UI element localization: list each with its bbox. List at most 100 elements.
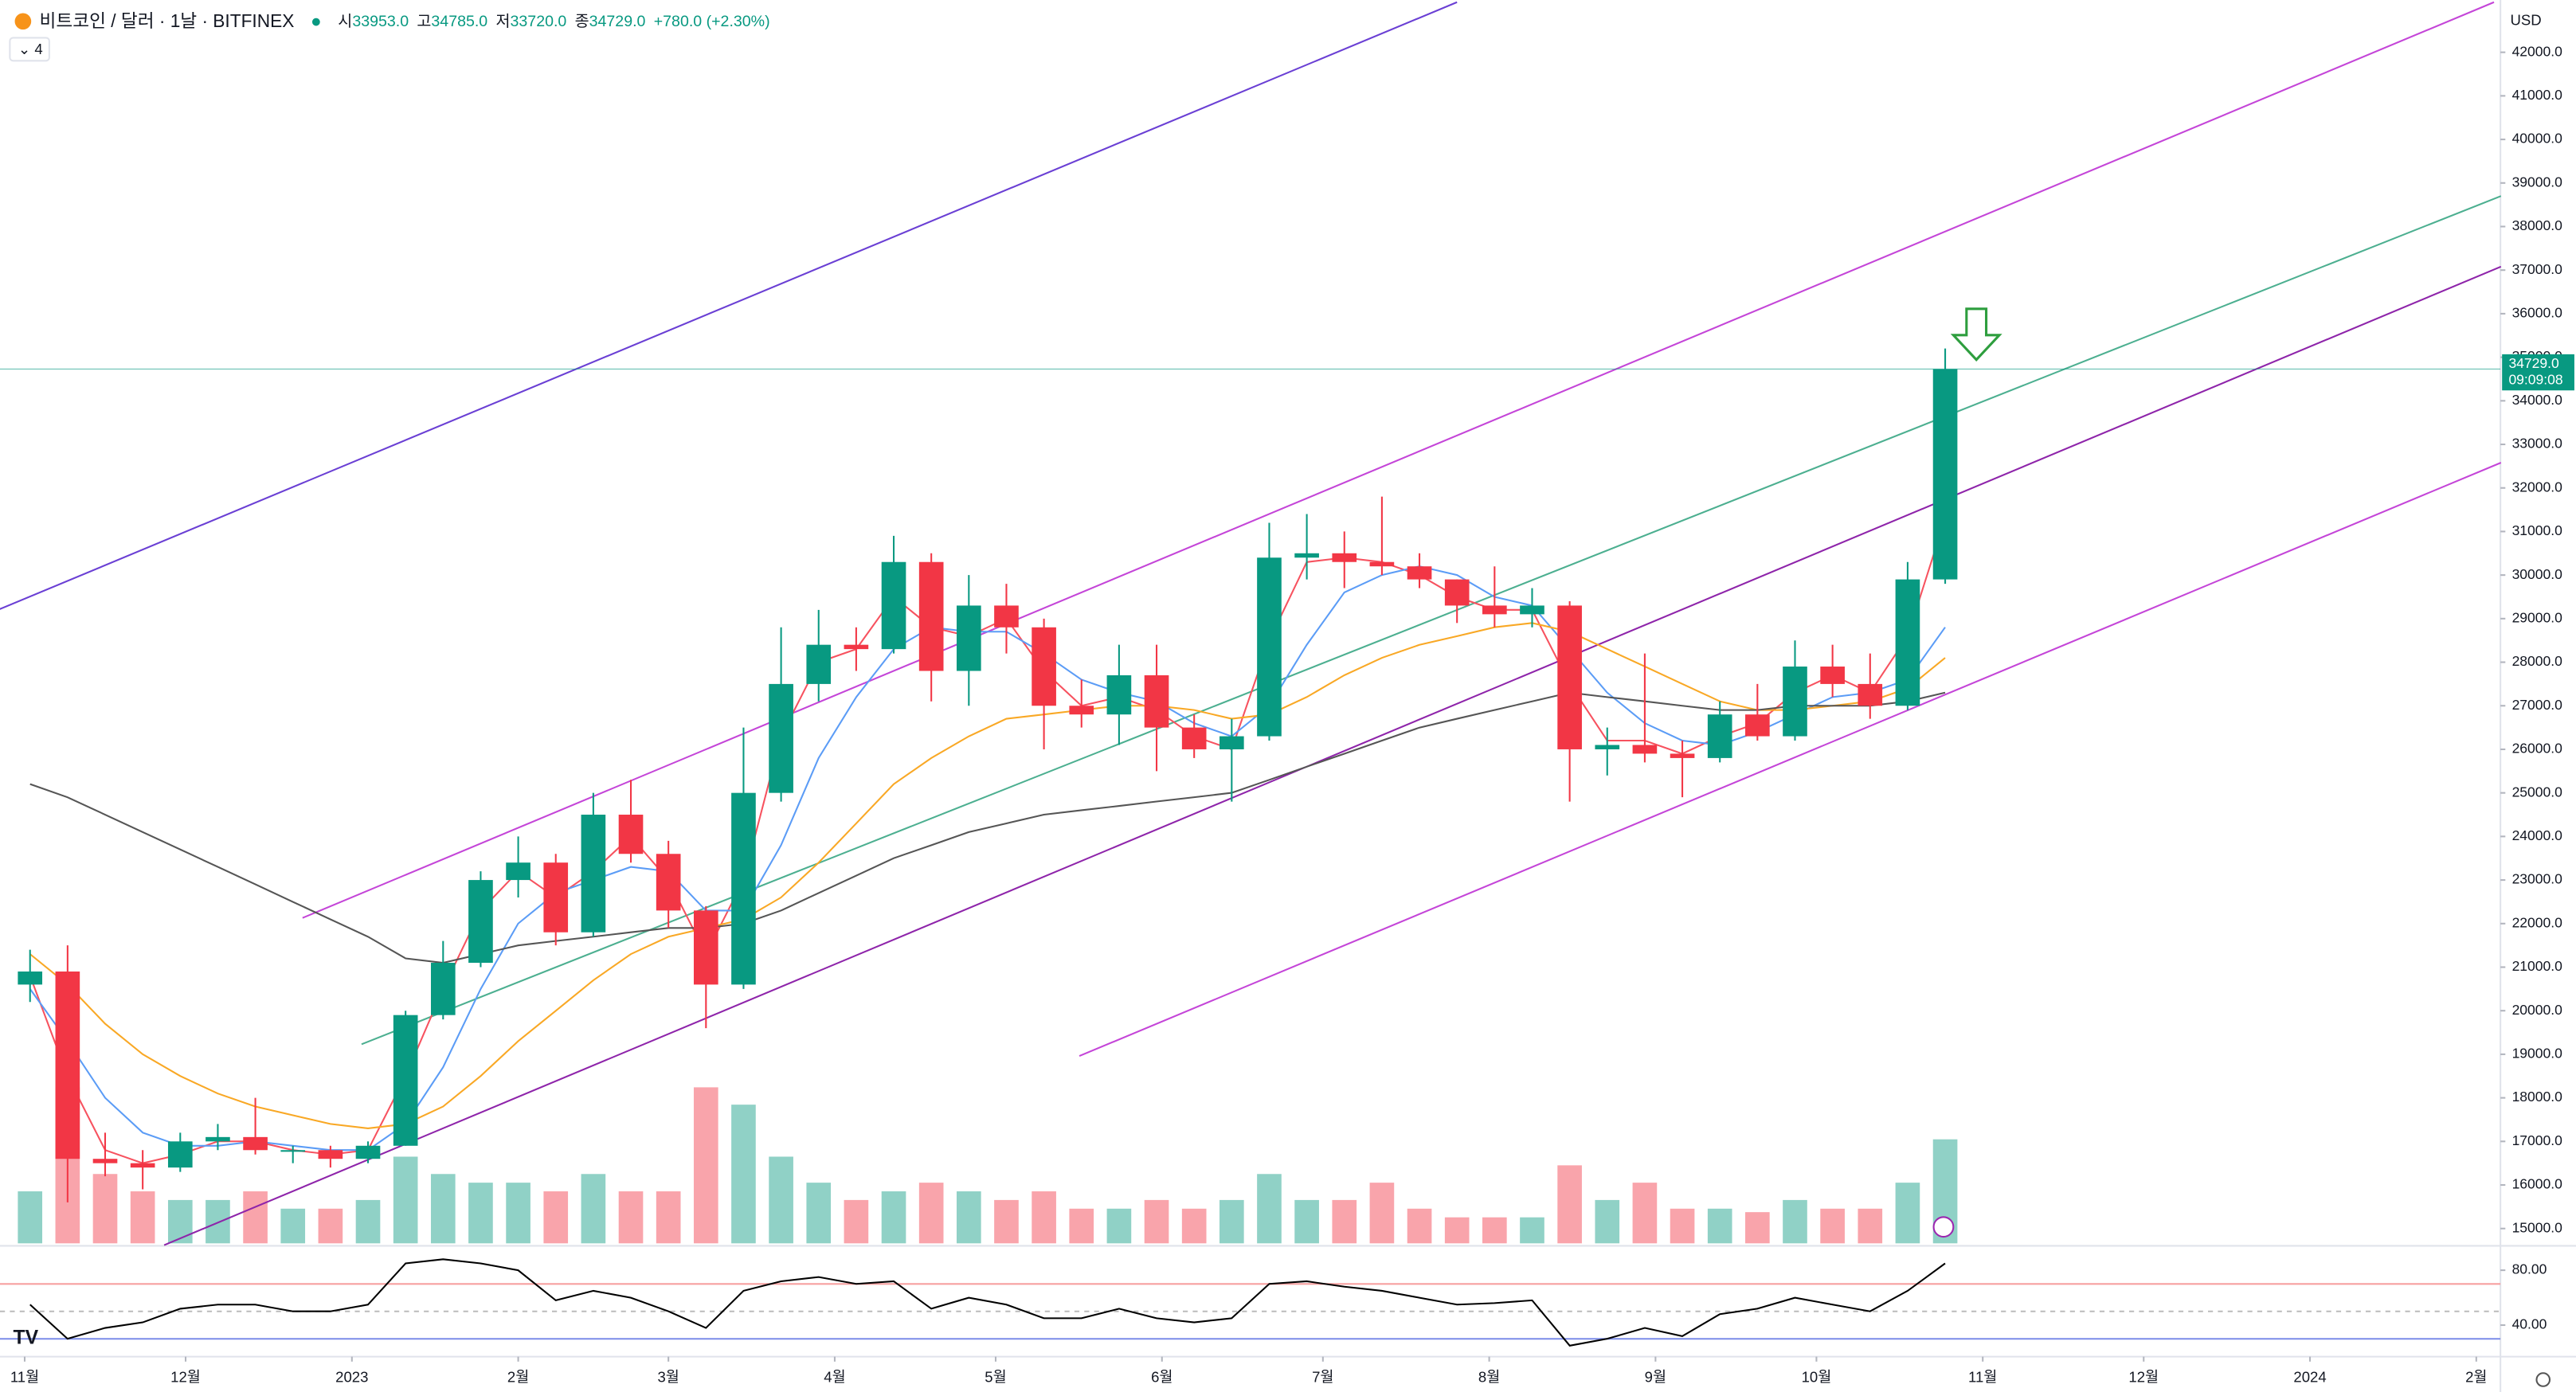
candle-body [1783, 667, 1807, 737]
volume-bar [318, 1208, 343, 1244]
volume-bar [1069, 1208, 1094, 1244]
candle-body [806, 644, 832, 684]
volume-bar [167, 1199, 193, 1244]
ohlc-label: 시 [338, 13, 352, 30]
indicator-count[interactable]: 4 [34, 41, 42, 57]
candle-body [1444, 579, 1470, 606]
volume-bar [1181, 1208, 1207, 1244]
x-tick-label: 10월 [1802, 1368, 1832, 1385]
y-tick-label: 34000.0 [2512, 392, 2563, 408]
volume-bar [1595, 1199, 1620, 1244]
candle-body [1332, 553, 1357, 562]
moving-average [29, 691, 1946, 964]
volume-bar [543, 1191, 569, 1244]
candle-body [656, 854, 681, 911]
volume-bar [881, 1191, 906, 1244]
candle-body [206, 1136, 230, 1142]
y-tick-label: 18000.0 [2512, 1089, 2563, 1105]
coin-icon [14, 13, 32, 30]
candle-body [1557, 605, 1582, 749]
moving-average [29, 565, 1946, 1152]
currency[interactable]: USD [2511, 12, 2542, 29]
candle-body [243, 1136, 268, 1151]
logo: TV [14, 1327, 39, 1348]
candle-body [1369, 561, 1395, 567]
candle-body [55, 971, 80, 1159]
x-tick-label: 11월 [1968, 1368, 1997, 1385]
y-tick-label: 15000.0 [2512, 1219, 2563, 1235]
candle-body [1407, 566, 1432, 580]
moving-average [29, 622, 1946, 1129]
trend-line [302, 1, 2495, 919]
last-price-label: 34729.0 [2508, 355, 2559, 371]
x-tick-label: 3월 [657, 1368, 679, 1385]
moving-average [29, 518, 1946, 1164]
volume-bar [806, 1183, 832, 1244]
x-tick-label: 2024 [2293, 1368, 2326, 1385]
volume-bar [844, 1199, 869, 1244]
trend-line [163, 265, 2502, 1246]
candle-body [1181, 727, 1207, 749]
last-price-badge [2502, 354, 2574, 391]
y-tick-label: 27000.0 [2512, 697, 2563, 713]
volume-bar [92, 1174, 118, 1244]
x-tick-label: 12월 [170, 1368, 201, 1385]
x-tick-label: 2월 [2465, 1368, 2487, 1385]
y-tick-label: 22000.0 [2512, 914, 2563, 930]
x-tick-label: 5월 [985, 1368, 1006, 1385]
ohlc-label: 종 [575, 13, 589, 30]
candle-body [918, 561, 944, 671]
candle-body [1820, 667, 1845, 684]
volume-bar [130, 1191, 155, 1244]
candle-body [581, 815, 606, 933]
candle-body [1482, 605, 1507, 615]
volume-bar [243, 1191, 268, 1244]
x-tick-label: 2023 [335, 1368, 368, 1385]
symbol-title: 비트코인 / 달러 · 1날 · BITFINEX [40, 10, 295, 31]
candle-body [543, 862, 569, 933]
candle-body [130, 1163, 155, 1168]
candle-body [1858, 683, 1883, 706]
ohlc-label: 고 [417, 13, 431, 30]
candle-body [956, 605, 981, 671]
volume-bar [956, 1191, 981, 1244]
volume-bar [918, 1183, 944, 1244]
indicator-toggle[interactable] [9, 37, 50, 62]
candle-body [881, 561, 906, 650]
candle-body [1106, 674, 1132, 715]
volume-bar [280, 1208, 306, 1244]
candle-body [167, 1141, 193, 1168]
candle-body [1257, 557, 1282, 737]
indicator-toggle-label[interactable]: ⌄ 4 [18, 41, 43, 57]
y-tick-label: 23000.0 [2512, 871, 2563, 887]
volume-bar [1520, 1217, 1544, 1244]
countdown: 09:09:08 [2508, 371, 2562, 387]
candle-body [393, 1015, 418, 1146]
volume-bar [1895, 1183, 1920, 1244]
volume-bar [769, 1156, 793, 1244]
candle-body [769, 683, 793, 793]
x-tick-label: 9월 [1645, 1368, 1666, 1385]
candle-body [92, 1159, 118, 1163]
status-dot: ● [311, 10, 322, 31]
candle-body [468, 880, 493, 964]
y-tick-label: 42000.0 [2512, 43, 2563, 59]
candle-body [618, 815, 644, 854]
y-tick-label: 21000.0 [2512, 958, 2563, 974]
y-tick-label: 19000.0 [2512, 1046, 2563, 1062]
rsi-tick-label: 80.00 [2512, 1261, 2547, 1277]
alert-icon[interactable] [1932, 1216, 1955, 1238]
x-tick-label: 8월 [1478, 1368, 1500, 1385]
volume-bar [468, 1183, 493, 1244]
volume-bar [581, 1174, 606, 1244]
header: 비트코인 / 달러 · 1날 · BITFINEX ● 시33953.0 고34785… [40, 10, 770, 31]
candle-body [1595, 745, 1620, 749]
y-tick-label: 20000.0 [2512, 1002, 2563, 1018]
candle-body [280, 1150, 306, 1152]
volume-bar [693, 1087, 718, 1244]
volume-bar [1670, 1208, 1695, 1244]
candle-body [1707, 714, 1732, 758]
settings-icon[interactable] [2535, 1372, 2551, 1387]
volume-bar [1032, 1191, 1056, 1244]
volume-bar [656, 1191, 681, 1244]
